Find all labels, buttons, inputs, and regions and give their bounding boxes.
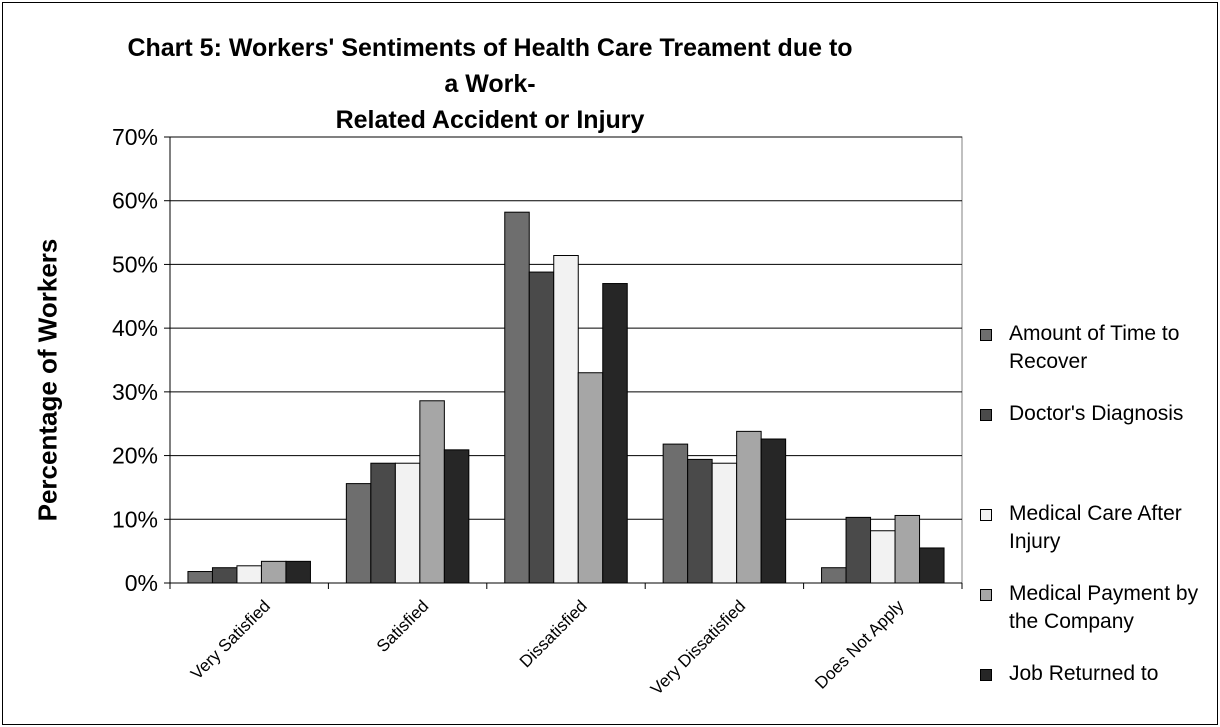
bar bbox=[577, 372, 604, 584]
y-tick-label: 20% bbox=[112, 443, 158, 469]
bar bbox=[602, 283, 628, 584]
legend-swatch bbox=[980, 509, 992, 521]
chart-title: Chart 5: Workers' Sentiments of Health C… bbox=[120, 30, 860, 138]
legend-item: Doctor's Diagnosis bbox=[980, 400, 1219, 428]
bar bbox=[187, 571, 213, 584]
bar bbox=[736, 430, 762, 584]
bar bbox=[894, 514, 921, 584]
legend-label: Amount of Time to Recover bbox=[1009, 322, 1180, 373]
legend-item: Medical Care After Injury bbox=[980, 500, 1219, 556]
bar bbox=[211, 567, 238, 584]
bar bbox=[419, 400, 445, 584]
legend-label: Medical Care After Injury bbox=[1009, 502, 1182, 553]
legend-label: Job Returned to bbox=[1009, 662, 1159, 685]
bar bbox=[553, 255, 579, 584]
y-tick-label: 10% bbox=[112, 506, 158, 532]
x-tick-label: Satisfied bbox=[373, 596, 433, 656]
bar bbox=[528, 271, 555, 584]
chart-title-line-1: Chart 5: Workers' Sentiments of Health C… bbox=[127, 34, 853, 98]
y-tick-label: 70% bbox=[112, 124, 158, 150]
bar bbox=[919, 547, 945, 584]
legend-label: Doctor's Diagnosis bbox=[1009, 402, 1184, 425]
bar bbox=[394, 462, 421, 584]
y-tick-label: 60% bbox=[112, 188, 158, 214]
legend-swatch bbox=[980, 589, 992, 601]
bar bbox=[260, 560, 287, 584]
chart-title-line-2: Related Accident or Injury bbox=[335, 106, 645, 134]
bar bbox=[845, 516, 872, 584]
bar bbox=[345, 483, 372, 584]
bar bbox=[504, 211, 530, 584]
legend-item: Amount of Time to Recover bbox=[980, 320, 1219, 376]
bar bbox=[236, 565, 262, 584]
y-tick-label: 30% bbox=[112, 379, 158, 405]
x-tick-label: Dissatisfied bbox=[516, 596, 591, 671]
legend-swatch bbox=[980, 669, 992, 681]
y-tick-label: 50% bbox=[112, 251, 158, 277]
x-tick-label: Very Dissatisfied bbox=[647, 596, 749, 698]
bar bbox=[687, 458, 713, 584]
bar bbox=[443, 449, 470, 584]
legend-item: Job Returned to bbox=[980, 660, 1219, 688]
x-tick-label: Does Not Apply bbox=[811, 596, 908, 693]
legend-swatch bbox=[980, 409, 992, 421]
legend-item: Medical Payment by the Company bbox=[980, 580, 1219, 636]
bar bbox=[821, 567, 847, 584]
bar bbox=[285, 560, 311, 584]
bar bbox=[370, 462, 396, 584]
bar bbox=[662, 443, 689, 584]
legend-swatch bbox=[980, 329, 992, 341]
legend-label: Medical Payment by the Company bbox=[1009, 582, 1199, 633]
bar bbox=[760, 438, 787, 584]
y-tick-label: 0% bbox=[125, 570, 158, 596]
y-tick-label: 40% bbox=[112, 315, 158, 341]
bar bbox=[711, 462, 738, 584]
x-tick-label: Very Satisfied bbox=[187, 596, 274, 683]
bar bbox=[870, 530, 896, 584]
